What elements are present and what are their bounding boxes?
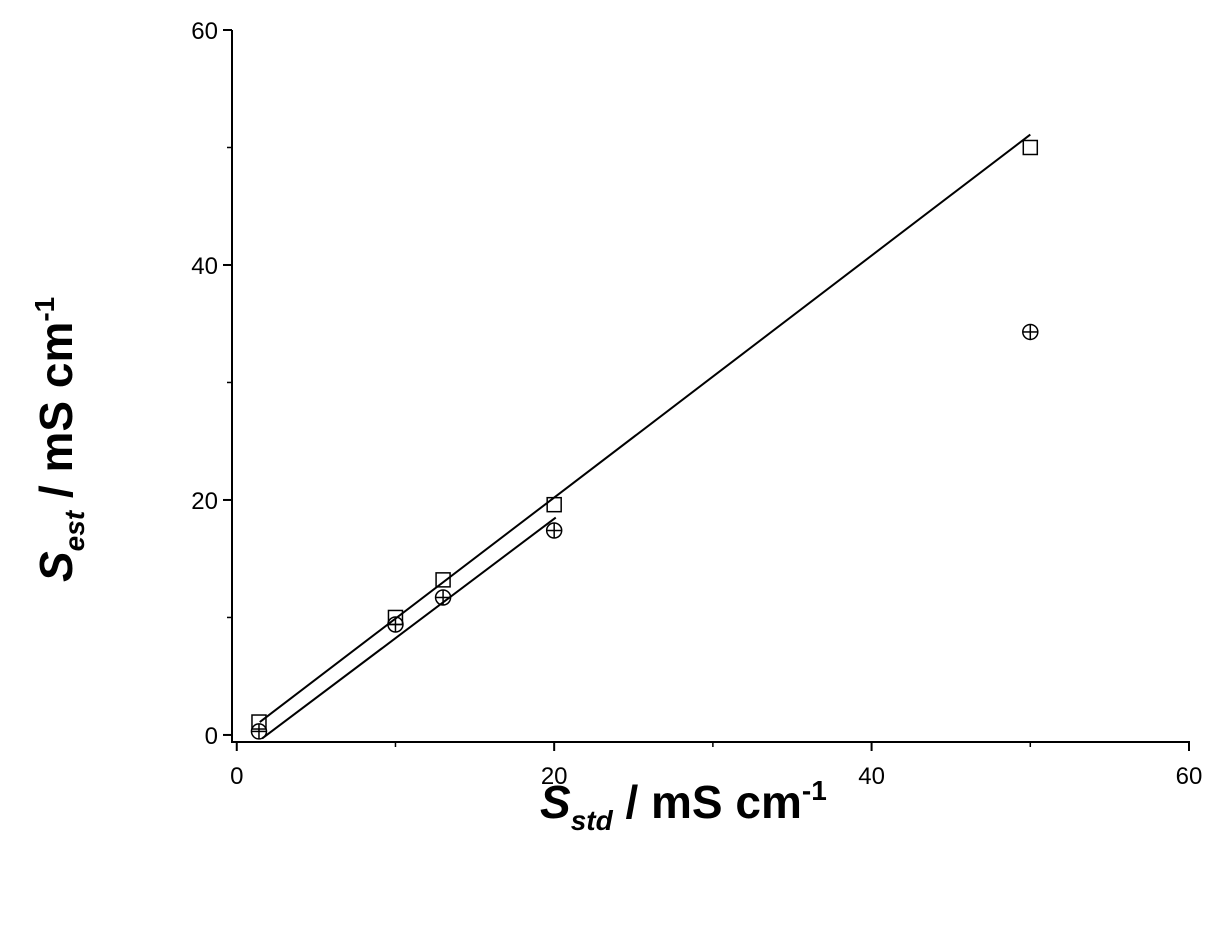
fit-line xyxy=(259,133,1031,723)
square-marker xyxy=(1022,139,1039,156)
circle-plus-marker xyxy=(250,723,268,740)
y-tick-label: 20 xyxy=(191,488,218,515)
y-tick-label: 60 xyxy=(191,18,218,45)
y-label-subscript: est xyxy=(59,509,90,551)
x-tick-label: 0 xyxy=(230,763,243,790)
square-marker xyxy=(435,572,451,588)
y-tick-label: 0 xyxy=(205,723,218,750)
y-tick-label: 40 xyxy=(191,253,218,280)
x-tick-label: 40 xyxy=(858,763,885,790)
square-marker xyxy=(546,496,562,513)
x-label-superscript: -1 xyxy=(802,775,827,806)
y-label-unit: / mS cm xyxy=(30,322,82,511)
y-label-superscript: -1 xyxy=(29,297,60,322)
circle-plus-marker xyxy=(1022,323,1039,341)
x-label-symbol: S xyxy=(540,776,571,828)
x-label-unit: / mS cm xyxy=(613,776,802,828)
x-axis-label: Sstd / mS cm-1 xyxy=(540,775,827,836)
y-axis-label: Sest / mS cm-1 xyxy=(29,297,90,582)
y-label-symbol: S xyxy=(30,551,82,582)
x-tick-label: 20 xyxy=(541,763,568,790)
fit-line xyxy=(261,516,557,740)
x-tick-label: 60 xyxy=(1176,763,1203,790)
circle-plus-marker xyxy=(545,522,563,539)
x-label-subscript: std xyxy=(571,805,614,836)
